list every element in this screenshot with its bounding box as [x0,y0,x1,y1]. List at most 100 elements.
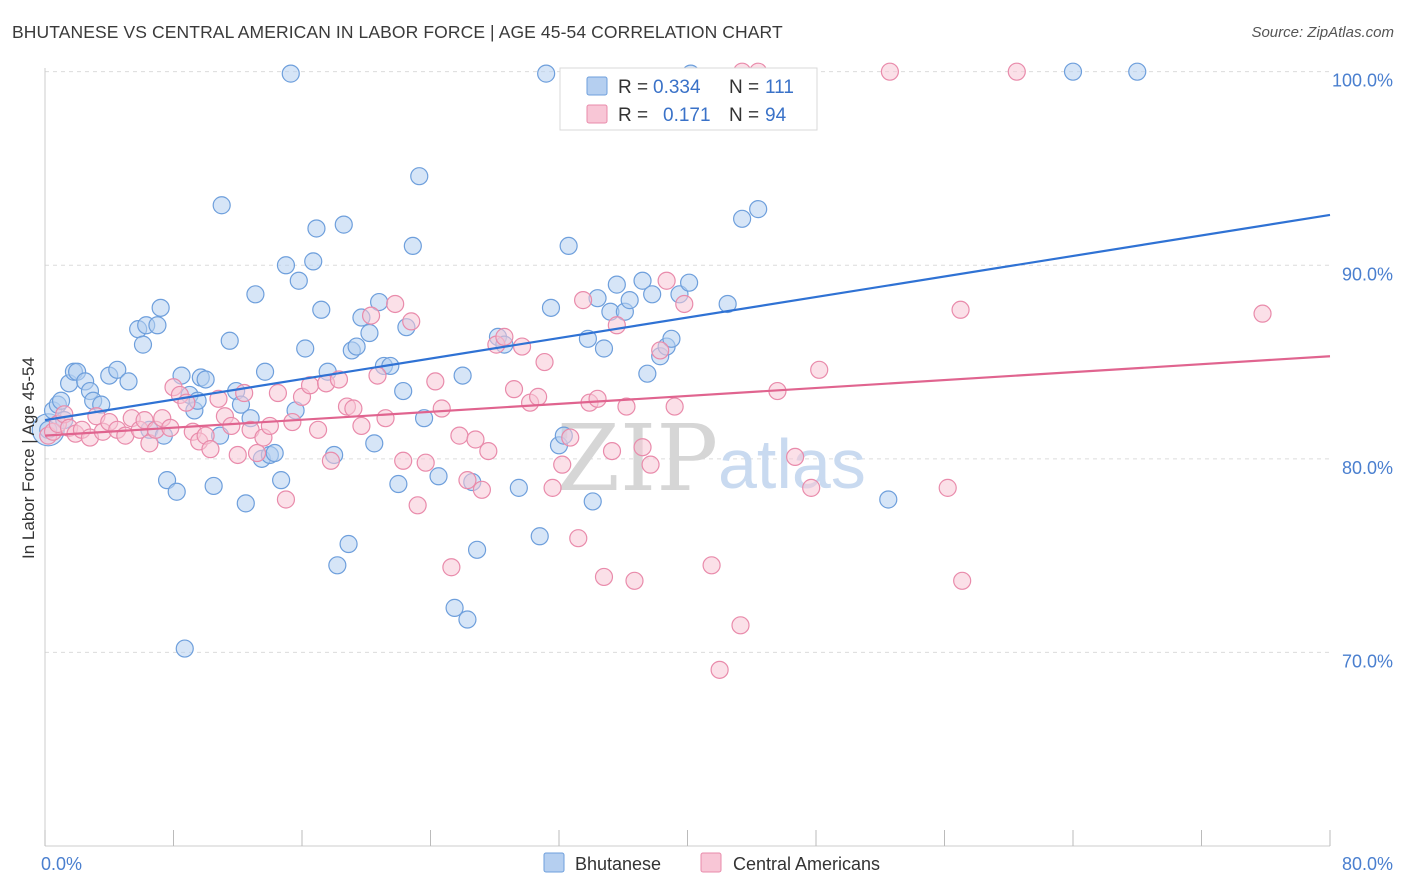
data-point-bhutanese [365,434,384,453]
data-point-central-americans [329,370,349,389]
data-point-bhutanese [541,298,561,317]
data-point-central-americans [201,440,220,459]
data-point-bhutanese [414,409,434,428]
legend-r-label-1: R = [618,77,648,98]
data-point-central-americans [569,529,588,548]
data-point-bhutanese [360,323,379,343]
data-point-bhutanese [749,200,768,219]
y-tick-label: 70.0% [1342,651,1393,671]
data-point-central-americans [1007,62,1026,81]
chart-source: Source: ZipAtlas.com [1251,24,1394,41]
data-point-central-americans [651,341,670,360]
data-point-bhutanese [429,467,448,486]
data-point-bhutanese [662,329,681,348]
data-point-bhutanese [334,215,353,234]
data-point-bhutanese [559,236,578,256]
legend-r-value-1: 0.334 [653,77,701,98]
data-point-central-americans [810,360,829,379]
legend-r-value-2: 0.171 [663,105,711,126]
data-point-central-americans [276,490,296,509]
data-point-central-americans [504,380,524,399]
data-point-central-americans [657,271,676,290]
trend-line-bhutanese [44,213,1331,422]
legend: R = 0.334 N = 111 R = 0.171 N = 94 [559,67,818,131]
data-point-central-americans [607,316,626,335]
data-point-bhutanese [347,337,366,356]
data-point-bhutanese [289,271,308,290]
data-point-bhutanese [638,364,657,383]
data-point-central-americans [260,416,279,436]
data-point-bhutanese [467,540,487,559]
data-point-central-americans [247,443,267,463]
data-point-bhutanese [281,64,300,83]
data-point-central-americans [633,438,652,457]
data-point-bhutanese [643,285,662,304]
data-point-central-americans [432,399,451,418]
data-point-bhutanese [633,271,652,290]
legend-swatch-central-americans [586,104,608,124]
data-point-bhutanese [296,339,315,358]
data-point-central-americans [786,447,805,467]
data-point-bhutanese [403,236,422,256]
data-point-central-americans [479,441,498,461]
data-point-bhutanese [583,492,602,511]
data-point-central-americans [665,397,684,416]
data-point-bhutanese [879,490,898,509]
data-point-central-americans [228,445,247,465]
data-point-bhutanese [148,316,167,335]
data-point-bhutanese [733,209,752,228]
data-point-central-americans [625,571,644,590]
data-point-central-americans [352,416,371,436]
y-axis-label: In Labor Force | Age 45-54 [19,357,38,559]
data-point-central-americans [458,471,477,490]
legend-n-value-2: 94 [765,105,787,126]
data-point-central-americans [880,62,899,81]
trend-lines [44,213,1331,437]
x-tick-label: 80.0% [1342,854,1393,874]
data-point-bhutanese [212,196,231,215]
y-tick-label: 80.0% [1342,458,1393,478]
bottom-legend-swatch-central-americans [700,852,722,873]
data-point-bhutanese [246,285,265,304]
axes [44,68,1331,847]
data-point-bhutanese [157,471,177,490]
data-point-bhutanese [255,362,275,381]
legend-n-label-2: N = [729,105,759,126]
data-point-central-americans [641,455,660,474]
data-point-central-americans [573,291,593,310]
data-point-bhutanese [458,610,477,629]
bottom-legend-central-americans: Central Americans [733,854,880,874]
chart-title: BHUTANESE VS CENTRAL AMERICAN IN LABOR F… [12,22,783,42]
data-point-central-americans [588,389,607,408]
grid-lines [45,71,1330,653]
data-point-central-americans [402,312,421,331]
data-point-bhutanese [445,598,464,617]
data-point-bhutanese [607,275,626,294]
trend-line-central-americans [44,355,1331,437]
data-point-central-americans [368,366,387,385]
data-point-bhutanese [718,294,737,314]
data-point-central-americans [543,478,562,497]
data-point-bhutanese [530,527,549,546]
data-point-central-americans [394,451,413,470]
data-point-central-americans [268,383,288,403]
data-point-central-americans [472,480,491,499]
data-point-central-americans [617,397,636,416]
data-point-central-americans [535,352,554,372]
data-point-bhutanese [220,331,239,350]
data-point-bhutanese [204,476,223,496]
data-point-central-americans [953,571,972,590]
data-point-central-americans [308,420,328,439]
data-point-central-americans [529,387,548,406]
data-point-central-americans [495,327,514,346]
data-point-bhutanese [175,639,194,658]
data-point-central-americans [426,372,445,391]
data-point-central-americans [408,496,427,515]
legend-n-value-1: 111 [765,77,794,98]
y-tick-label: 90.0% [1342,264,1393,284]
y-tick-labels: 70.0% 80.0% 90.0% 100.0% [1332,71,1393,672]
data-point-central-americans [1253,304,1272,323]
bottom-legend: Bhutanese Central Americans [543,852,880,874]
x-tick-label: 0.0% [41,854,82,874]
data-point-central-americans [442,558,461,577]
